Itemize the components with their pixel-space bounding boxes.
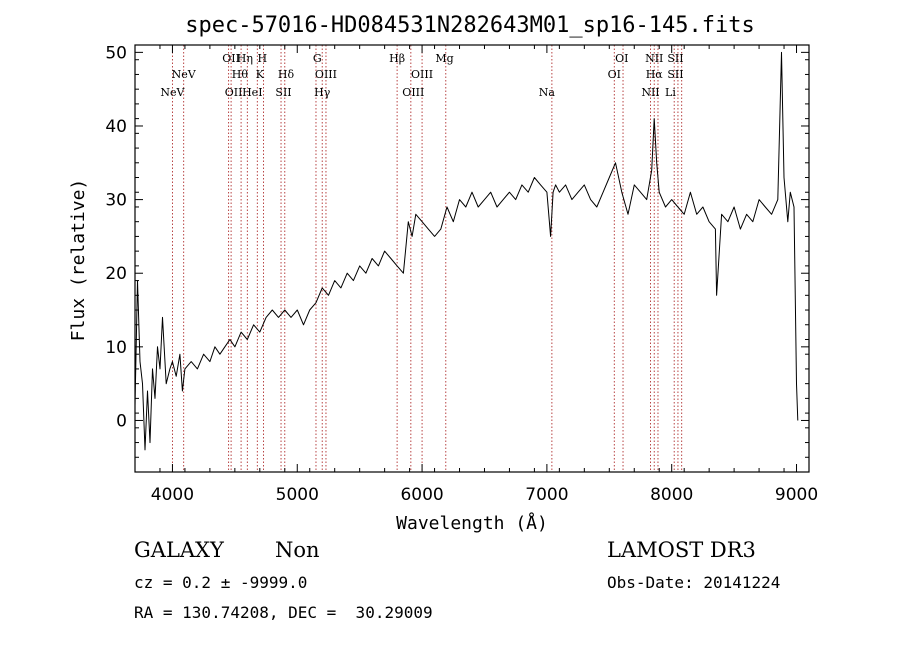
series-0-line	[134, 51, 799, 451]
line-label-22: SII	[667, 52, 683, 65]
line-label-4: H	[258, 52, 268, 65]
line-label-25: NII	[641, 86, 659, 99]
line-label-12: OIII	[315, 68, 337, 81]
line-label-14: Hβ	[389, 52, 405, 65]
line-label-7: Hδ	[278, 68, 295, 81]
x-tick-label-7000: 7000	[525, 485, 568, 505]
x-axis-label: Wavelength (Å)	[396, 512, 548, 534]
x-tick-label-4000: 4000	[151, 485, 194, 505]
y-tick-label-50: 50	[105, 43, 127, 63]
axis-layer: 4000 5000 6000 7000 8000 9000 0 10 20 30 40 50	[105, 43, 818, 505]
y-tick-label-30: 30	[105, 191, 127, 211]
coordinates-line: RA = 130.74208, DEC = 30.29009	[134, 603, 433, 622]
y-axis-label: Flux (relative)	[68, 179, 89, 342]
line-label-17: OIII	[402, 86, 424, 99]
x-tick-label-6000: 6000	[400, 485, 443, 505]
survey-name: LAMOST DR3	[607, 538, 756, 562]
line-label-5: Hθ	[232, 68, 249, 81]
y-tick-label-20: 20	[105, 264, 127, 284]
line-label-3: Hη	[237, 52, 253, 65]
line-label-9: HeI	[242, 86, 262, 99]
line-label-0: NeV	[160, 86, 185, 99]
y-tick-label-0: 0	[116, 411, 127, 431]
line-label-15: Mg	[435, 52, 453, 65]
line-label-10: SII	[275, 86, 291, 99]
x-tick-label-8000: 8000	[650, 485, 693, 505]
line-label-16: OIII	[411, 68, 433, 81]
line-label-11: G	[313, 52, 322, 65]
observation-date: Obs-Date: 20141224	[607, 573, 781, 592]
x-tick-label-9000: 9000	[775, 485, 818, 505]
line-label-23: Hα	[646, 68, 664, 81]
line-label-2: OII	[222, 52, 240, 65]
redshift-line: cz = 0.2 ± -9999.0	[134, 573, 308, 592]
line-label-24: SII	[667, 68, 683, 81]
y-tick-label-10: 10	[105, 338, 127, 358]
line-label-1: NeV	[172, 68, 197, 81]
line-label-18: Na	[539, 86, 556, 99]
chart-title: spec-57016-HD084531N282643M01_sp16-145.f…	[185, 13, 755, 38]
line-label-8: OII	[225, 86, 243, 99]
line-label-19: OI	[615, 52, 628, 65]
plot-frame	[134, 44, 810, 473]
line-label-26: Li	[665, 86, 676, 99]
line-label-13: Hγ	[314, 86, 331, 99]
x-tick-label-5000: 5000	[276, 485, 319, 505]
line-label-6: K	[256, 68, 265, 81]
object-subclass: Non	[275, 538, 320, 562]
line-label-21: NII	[645, 52, 663, 65]
line-label-20: OI	[608, 68, 621, 81]
object-class: GALAXY	[134, 538, 224, 562]
y-tick-label-40: 40	[105, 117, 127, 137]
